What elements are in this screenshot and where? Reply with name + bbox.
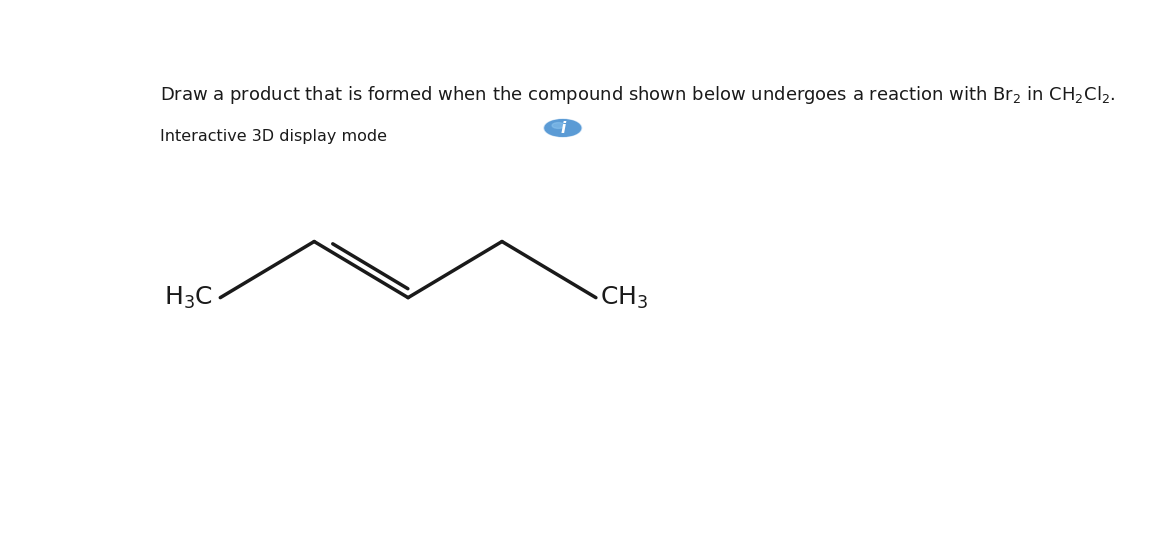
Text: CH$_3$: CH$_3$ bbox=[600, 285, 649, 310]
Circle shape bbox=[545, 120, 580, 136]
Circle shape bbox=[544, 119, 582, 137]
Text: Draw a product that is formed when the compound shown below undergoes a reaction: Draw a product that is formed when the c… bbox=[160, 84, 1116, 105]
Text: i: i bbox=[560, 122, 565, 136]
Text: Interactive 3D display mode: Interactive 3D display mode bbox=[160, 129, 388, 144]
Circle shape bbox=[552, 123, 564, 129]
Text: H$_3$C: H$_3$C bbox=[164, 285, 213, 310]
